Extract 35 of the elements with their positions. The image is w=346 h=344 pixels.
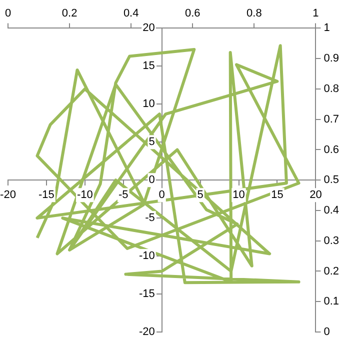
x2-tick-label: 0.8 xyxy=(246,8,262,20)
x-tick-label: -15 xyxy=(38,189,54,202)
y2-tick-label: 1 xyxy=(324,22,330,34)
y-tick-label: 20 xyxy=(142,22,155,34)
y2-tick-label: 0.4 xyxy=(324,204,340,217)
y-tick-label: 15 xyxy=(142,60,155,72)
y-tick-label: -5 xyxy=(145,212,155,224)
x-tick-label: 10 xyxy=(232,189,245,202)
x2-tick-label: 0.2 xyxy=(62,8,78,20)
y2-tick-label: 0.1 xyxy=(324,296,340,308)
x-tick-label: -10 xyxy=(76,189,93,202)
y2-tick-label: 0.7 xyxy=(324,113,340,126)
y-tick-label: 10 xyxy=(142,98,155,110)
y2-tick-label: 0.9 xyxy=(324,52,340,65)
y2-tick-label: 0.3 xyxy=(324,234,340,247)
x-tick-label: -20 xyxy=(0,189,16,202)
x-tick-label: 0 xyxy=(158,189,165,202)
x-tick-label: 15 xyxy=(271,189,284,202)
x2-tick-label: 1 xyxy=(312,8,319,20)
y2-tick-label: 0.5 xyxy=(324,174,340,186)
y2-tick-label: 0 xyxy=(324,326,330,338)
y-tick-label: -10 xyxy=(138,250,155,262)
x-tick-label: 20 xyxy=(310,189,322,202)
y-tick-label: -20 xyxy=(138,326,155,338)
y-tick-label: -15 xyxy=(138,288,155,300)
x2-tick-label: 0 xyxy=(4,8,12,20)
y2-tick-label: 0.8 xyxy=(324,82,340,95)
x-tick-label: -5 xyxy=(118,189,128,202)
x-tick-label: 5 xyxy=(197,189,204,202)
x2-tick-label: 0.6 xyxy=(184,8,200,20)
x2-tick-label: 0.4 xyxy=(123,8,139,20)
y2-tick-label: 0.2 xyxy=(324,265,340,278)
y-tick-label: 5 xyxy=(148,136,155,148)
y2-tick-label: 0.6 xyxy=(324,144,340,156)
y-tick-label: 0 xyxy=(148,174,155,186)
